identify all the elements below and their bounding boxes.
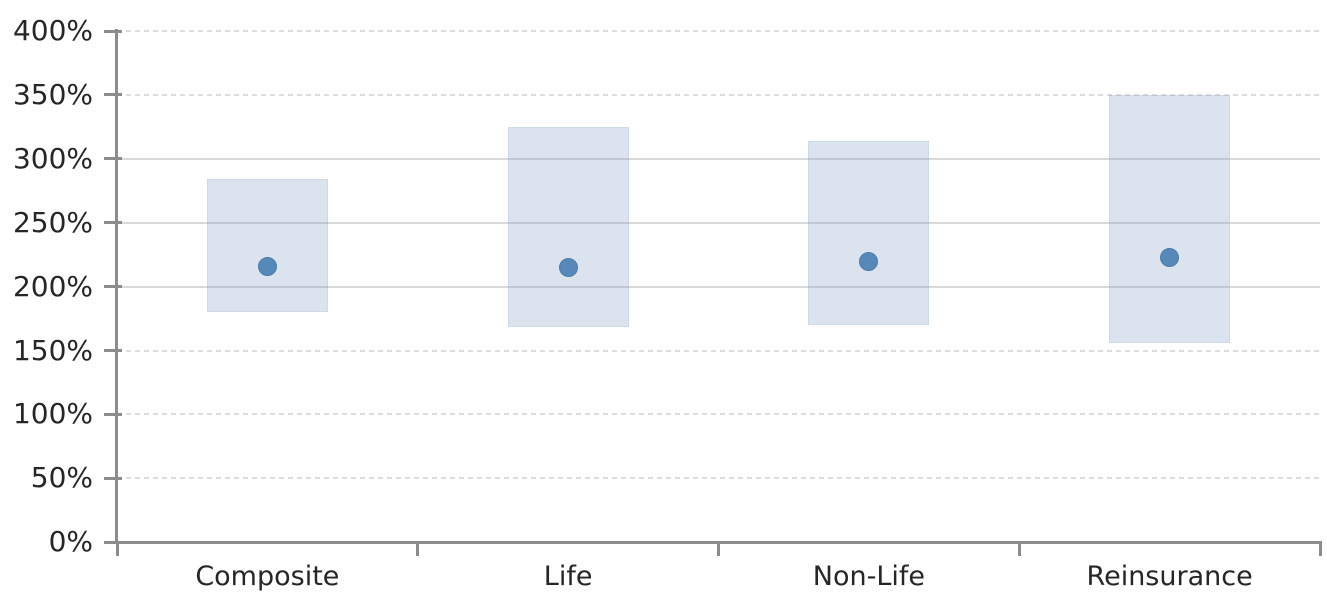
y-axis-label-50: 50% xyxy=(30,461,93,495)
y-axis-tick-50 xyxy=(104,476,122,480)
range-bar-life xyxy=(507,126,629,328)
y-axis-label-400: 400% xyxy=(12,14,93,47)
y-axis-tick-400 xyxy=(104,29,122,33)
x-axis-label-reinsurance: Reinsurance xyxy=(1086,561,1253,592)
gridline-50 xyxy=(117,477,1320,480)
x-axis-tick-4 xyxy=(1318,541,1322,556)
gridline-150 xyxy=(117,349,1320,352)
y-axis-tick-200 xyxy=(104,285,122,289)
marker-dot-composite xyxy=(257,256,277,276)
gridline-250 xyxy=(117,221,1320,224)
gridline-300 xyxy=(117,157,1320,160)
x-axis-tick-3 xyxy=(1017,541,1021,556)
y-axis-label-300: 300% xyxy=(12,141,93,175)
gridline-100 xyxy=(117,413,1320,416)
y-axis-tick-100 xyxy=(104,412,122,416)
y-axis-label-350: 350% xyxy=(12,77,93,111)
x-axis-label-life: Life xyxy=(543,561,593,592)
marker-dot-life xyxy=(558,257,578,277)
gridline-400 xyxy=(117,30,1320,32)
y-axis-label-100: 100% xyxy=(12,397,93,431)
y-axis-tick-300 xyxy=(104,157,122,161)
range-bar-non-life xyxy=(808,140,930,325)
marker-dot-non-life xyxy=(859,251,879,271)
x-axis-label-composite: Composite xyxy=(195,561,340,592)
gridline-200 xyxy=(117,285,1320,288)
x-axis-label-non-life: Non-Life xyxy=(812,561,925,592)
range-bar-composite xyxy=(206,179,328,313)
y-axis-tick-350 xyxy=(104,93,122,97)
x-axis-tick-0 xyxy=(115,541,119,556)
y-axis-label-250: 250% xyxy=(12,205,93,239)
y-axis-label-0: 0% xyxy=(48,525,93,559)
y-axis-label-200: 200% xyxy=(12,269,93,303)
y-axis-tick-250 xyxy=(104,221,122,225)
y-axis-label-150: 150% xyxy=(12,333,93,367)
marker-dot-reinsurance xyxy=(1160,247,1180,267)
y-axis-tick-0 xyxy=(104,540,122,544)
x-axis-tick-1 xyxy=(416,541,420,556)
y-axis-tick-150 xyxy=(104,349,122,352)
x-axis-tick-2 xyxy=(717,541,720,556)
range-bar-reinsurance xyxy=(1109,94,1231,343)
gridline-350 xyxy=(117,93,1320,96)
